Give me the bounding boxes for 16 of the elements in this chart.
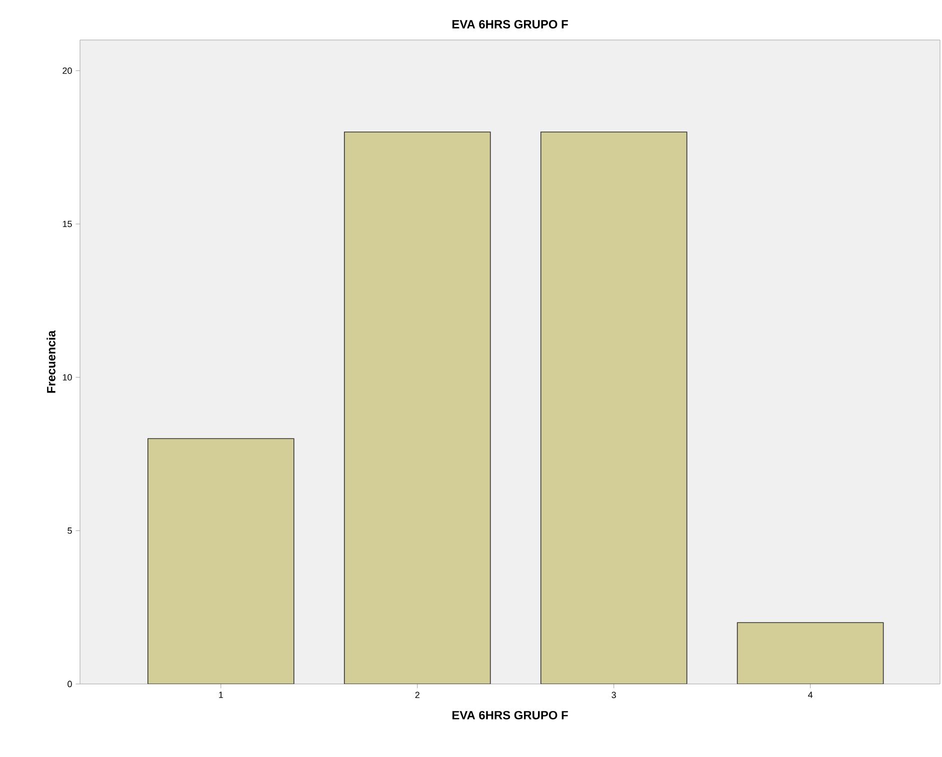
chart-title: EVA 6HRS GRUPO F	[452, 20, 568, 28]
bar	[147, 438, 294, 684]
x-tick-label: 4	[808, 692, 813, 698]
y-tick-label: 5	[68, 528, 72, 534]
y-tick-label: 10	[62, 374, 72, 380]
bar	[344, 132, 491, 684]
y-tick-label: 15	[62, 220, 72, 228]
x-tick-label: 2	[415, 692, 420, 698]
bar	[540, 132, 688, 684]
y-axis-title: Frecuencia	[46, 330, 56, 393]
x-tick-label: 1	[219, 692, 223, 698]
x-tick-label: 3	[612, 692, 616, 698]
bar	[736, 622, 884, 684]
x-axis-title: EVA 6HRS GRUPO F	[452, 710, 568, 720]
y-tick-label: 0	[68, 680, 72, 688]
y-tick-label: 20	[62, 67, 72, 74]
